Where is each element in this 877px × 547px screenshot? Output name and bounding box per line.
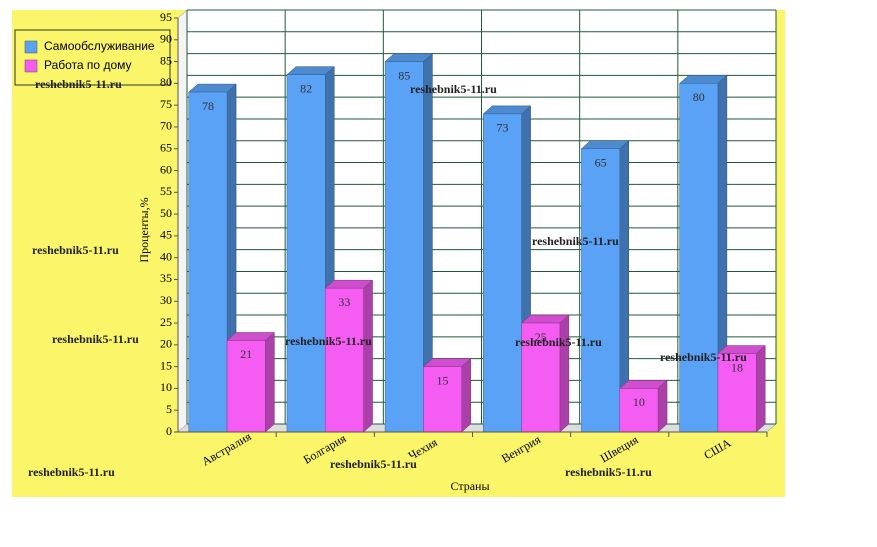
legend-label: Самообслуживание: [44, 39, 155, 53]
bar: [188, 91, 228, 433]
data-label: 33: [338, 295, 350, 309]
data-label: 15: [437, 373, 449, 387]
y-tick-label: 95: [160, 10, 172, 24]
legend-box: [14, 29, 171, 86]
bar-side: [559, 314, 570, 433]
y-tick-label: 85: [160, 53, 172, 67]
bar-side: [657, 379, 668, 433]
grid: [174, 9, 777, 433]
bar: [483, 113, 522, 433]
y-tick-label: 40: [160, 249, 172, 263]
bar-side: [755, 345, 766, 433]
y-tick-label: 55: [160, 184, 172, 198]
y-tick-label: 5: [166, 402, 172, 416]
watermark: reshebnik5-11.ru: [330, 457, 417, 471]
legend-swatch: [24, 59, 38, 73]
y-tick-label: 35: [160, 271, 172, 285]
bar: [521, 322, 561, 433]
data-label: 80: [693, 90, 705, 104]
bar: [286, 74, 326, 433]
y-tick-label: 70: [160, 119, 172, 133]
bar-side: [461, 358, 471, 433]
bar: [581, 148, 621, 433]
watermark: reshebnik5-11.ru: [532, 234, 619, 248]
x-axis-title: Страны: [450, 479, 489, 493]
y-tick-label: 50: [160, 206, 172, 220]
watermark: reshebnik5-11.ru: [515, 335, 602, 349]
watermark: reshebnik5-11.ru: [410, 82, 497, 96]
data-label: 73: [496, 121, 508, 135]
watermark: reshebnik5-11.ru: [35, 77, 122, 91]
y-tick-label: 30: [160, 293, 172, 307]
data-label: 10: [633, 395, 645, 409]
data-label: 25: [535, 330, 547, 344]
watermark: reshebnik5-11.ru: [52, 332, 139, 346]
bars: 78 21 82 33 85 15 73 25 65 10 80 18: [188, 53, 766, 433]
bar-side: [363, 279, 373, 433]
y-tick-label: 10: [160, 380, 172, 394]
bar-side: [265, 331, 275, 433]
data-label: 78: [202, 99, 214, 113]
watermark: reshebnik5-11.ru: [28, 465, 115, 479]
bar: [226, 340, 266, 433]
plot-side-wall: [177, 9, 188, 433]
data-label: 65: [595, 155, 607, 169]
legend: Самообслуживание Работа по дому: [14, 29, 171, 86]
y-axis-title: Проценты,%: [137, 197, 151, 262]
y-tick-label: 15: [160, 358, 172, 372]
y-tick-label: 25: [160, 315, 172, 329]
bar: [679, 83, 719, 433]
y-tick-label: 20: [160, 337, 172, 351]
y-tick-label: 65: [160, 140, 172, 154]
bar: [619, 388, 659, 433]
y-tick-label: 80: [160, 75, 172, 89]
y-tick-label: 45: [160, 228, 172, 242]
legend-swatch: [24, 40, 38, 54]
y-tick-label: 0: [166, 424, 172, 438]
watermark: reshebnik5-11.ru: [285, 334, 372, 348]
y-tick-label: 60: [160, 162, 172, 176]
watermark: reshebnik5-11.ru: [565, 465, 652, 479]
watermark: reshebnik5-11.ru: [660, 350, 747, 364]
watermark: reshebnik5-11.ru: [32, 243, 119, 257]
data-label: 18: [731, 360, 743, 374]
y-tick-label: 75: [160, 97, 172, 111]
bar: [384, 61, 424, 433]
data-label: 85: [398, 68, 410, 82]
bar: [423, 366, 462, 433]
data-label: 82: [300, 81, 312, 95]
legend-label: Работа по дому: [44, 58, 132, 72]
data-label: 21: [240, 347, 252, 361]
y-tick-label: 90: [160, 32, 172, 46]
bar: [325, 287, 364, 433]
